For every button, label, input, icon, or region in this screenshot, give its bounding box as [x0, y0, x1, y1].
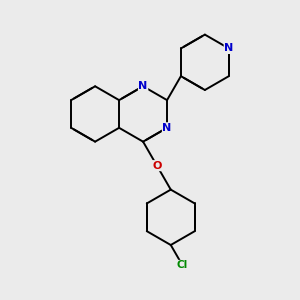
Text: O: O — [152, 160, 162, 171]
Text: Cl: Cl — [177, 260, 188, 270]
Text: N: N — [162, 123, 172, 133]
Text: N: N — [139, 81, 148, 91]
Text: N: N — [224, 44, 233, 53]
